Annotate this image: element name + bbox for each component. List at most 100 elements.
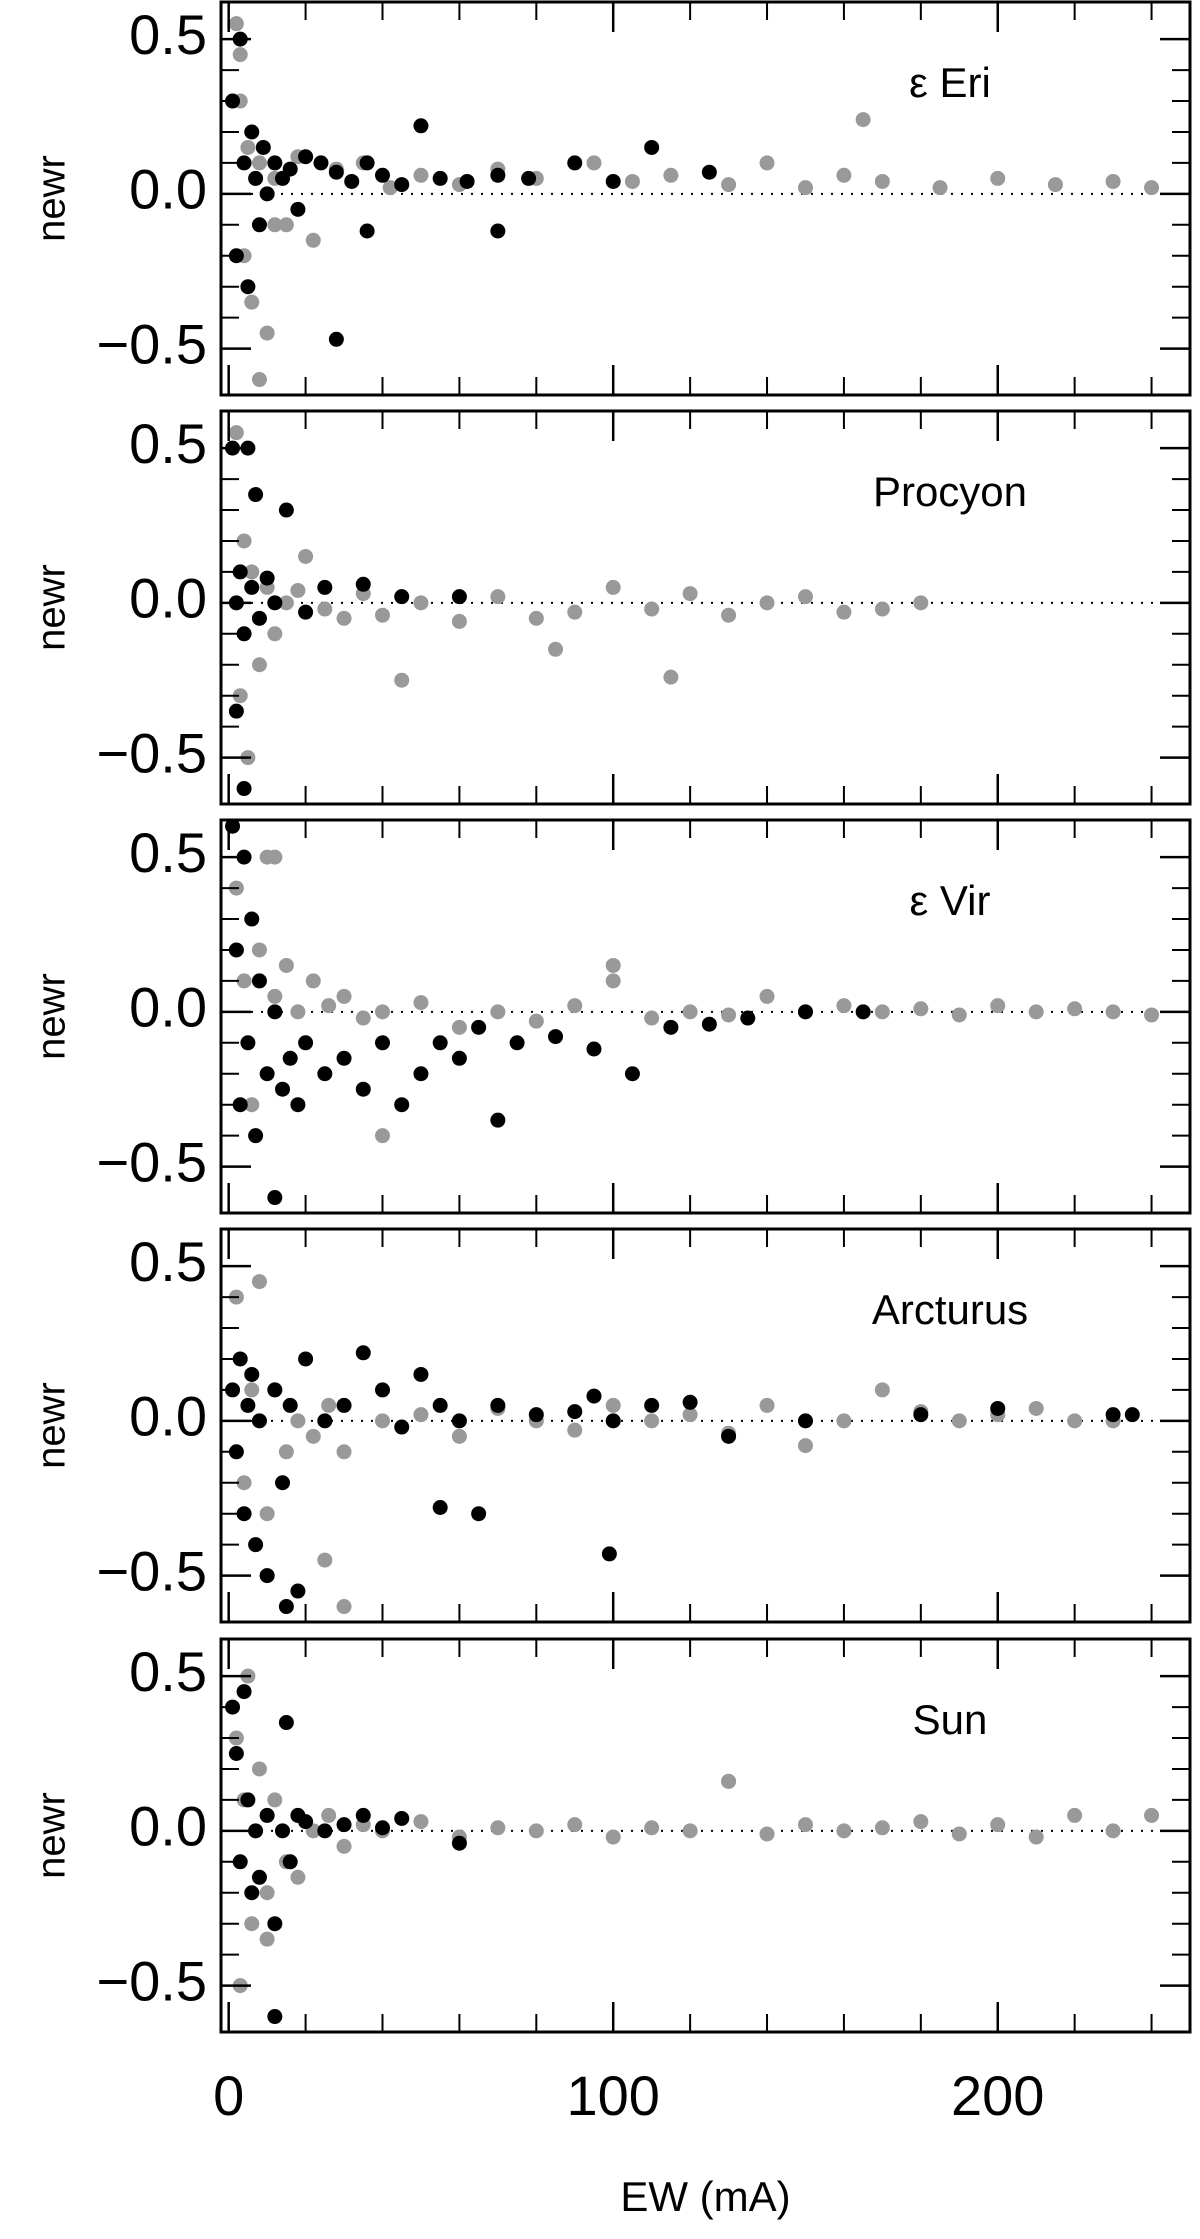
data-point	[413, 995, 429, 1011]
data-point	[290, 1583, 306, 1599]
data-point	[605, 1413, 621, 1429]
data-point	[521, 170, 537, 186]
data-point	[624, 1066, 640, 1082]
data-point	[394, 1810, 410, 1826]
panel-label: Sun	[913, 1696, 988, 1743]
data-point	[259, 1807, 275, 1823]
data-point	[336, 610, 352, 626]
data-point	[759, 988, 775, 1004]
data-point	[240, 1397, 256, 1413]
data-point	[267, 1382, 283, 1398]
data-point	[432, 1500, 448, 1516]
data-point	[275, 1081, 291, 1097]
data-point	[375, 1382, 390, 1398]
data-point	[321, 1397, 337, 1413]
data-point	[451, 589, 467, 605]
data-point	[413, 1407, 429, 1423]
y-tick-label: −0.5	[96, 1130, 207, 1193]
data-point	[317, 1823, 333, 1839]
data-point	[721, 1773, 737, 1789]
data-point	[682, 1394, 698, 1410]
data-point	[413, 118, 429, 134]
data-point	[1105, 1004, 1121, 1020]
data-point	[605, 173, 621, 189]
data-point	[855, 112, 871, 128]
data-point	[586, 155, 602, 171]
plot-area	[225, 425, 929, 797]
data-point	[913, 1814, 929, 1830]
data-point	[313, 155, 329, 171]
data-point	[451, 1019, 467, 1035]
data-point	[567, 1817, 583, 1833]
frame	[219, 0, 1192, 397]
data-point	[236, 973, 252, 989]
data-point	[298, 1814, 314, 1830]
y-tick-label: −0.5	[96, 312, 207, 375]
data-point	[336, 1444, 352, 1460]
data-point	[267, 1792, 283, 1808]
data-point	[394, 589, 410, 605]
data-point	[913, 1407, 929, 1423]
data-point	[509, 1035, 525, 1051]
data-point	[298, 604, 314, 620]
data-point	[259, 325, 275, 341]
data-point	[644, 1397, 660, 1413]
panel-label: ε Vir	[910, 877, 991, 924]
data-point	[1067, 1413, 1083, 1429]
data-point	[251, 1761, 267, 1777]
data-point	[232, 688, 248, 704]
data-point	[605, 957, 621, 973]
data-point	[490, 1820, 506, 1836]
data-point	[375, 1035, 390, 1051]
data-point	[336, 1599, 352, 1615]
data-point	[375, 1413, 390, 1429]
data-point	[232, 47, 248, 63]
data-point	[1067, 1001, 1083, 1017]
data-point	[317, 1552, 333, 1568]
data-point	[244, 911, 260, 927]
data-point	[298, 149, 314, 165]
data-point	[701, 1016, 717, 1032]
y-tick-label: 0.0	[129, 976, 207, 1039]
data-point	[721, 1428, 737, 1444]
data-point	[990, 170, 1006, 186]
data-point	[267, 1916, 283, 1932]
data-point	[874, 173, 890, 189]
data-point	[490, 1397, 506, 1413]
data-point	[663, 1019, 679, 1035]
y-tick-label: 0.5	[129, 821, 207, 884]
data-point	[855, 1004, 871, 1020]
data-point	[321, 1807, 337, 1823]
data-point	[267, 988, 283, 1004]
data-point	[244, 1885, 260, 1901]
panel-label: Arcturus	[872, 1286, 1028, 1333]
panel-label: Procyon	[873, 468, 1027, 515]
data-point	[451, 1050, 467, 1066]
data-point	[267, 155, 283, 171]
data-point	[251, 1869, 267, 1885]
data-point	[1028, 1400, 1044, 1416]
data-point	[624, 173, 640, 189]
data-point	[1047, 177, 1063, 193]
data-point	[244, 1097, 260, 1113]
data-point	[228, 1745, 244, 1761]
data-point	[282, 161, 298, 177]
data-point	[874, 1382, 890, 1398]
data-point	[548, 1029, 564, 1045]
data-point	[244, 124, 260, 140]
data-point	[375, 167, 390, 183]
data-point	[990, 1817, 1006, 1833]
data-point	[251, 942, 267, 958]
data-point	[528, 610, 544, 626]
data-point	[932, 180, 948, 196]
data-point	[317, 1413, 333, 1429]
data-point	[305, 1428, 321, 1444]
data-point	[432, 170, 448, 186]
data-point	[451, 1413, 467, 1429]
data-point	[836, 604, 852, 620]
data-point	[721, 1007, 737, 1023]
data-point	[1144, 1007, 1160, 1023]
data-point	[1144, 1807, 1160, 1823]
data-point	[248, 170, 264, 186]
